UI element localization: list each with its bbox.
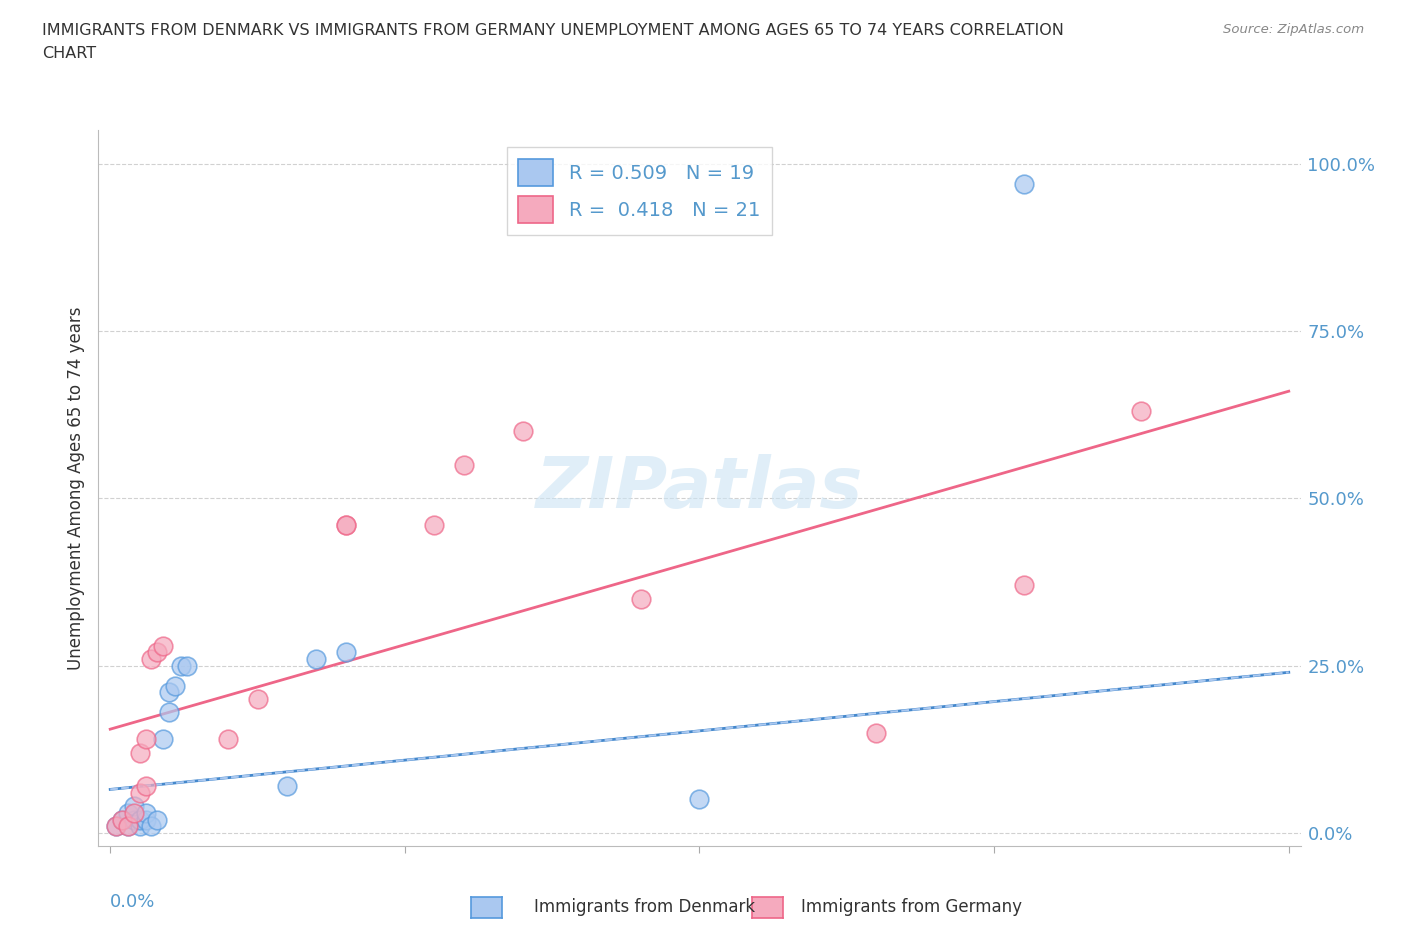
Point <box>128 745 150 760</box>
Point <box>111 812 134 827</box>
Point <box>135 812 157 827</box>
Point <box>335 518 357 533</box>
Point <box>135 732 157 747</box>
Point <box>152 638 174 653</box>
Legend: R = 0.509   N = 19, R =  0.418   N = 21: R = 0.509 N = 19, R = 0.418 N = 21 <box>506 147 772 235</box>
Text: IMMIGRANTS FROM DENMARK VS IMMIGRANTS FROM GERMANY UNEMPLOYMENT AMONG AGES 65 TO: IMMIGRANTS FROM DENMARK VS IMMIGRANTS FR… <box>42 23 1064 38</box>
Text: Source: ZipAtlas.com: Source: ZipAtlas.com <box>1223 23 1364 36</box>
Y-axis label: Unemployment Among Ages 65 to 74 years: Unemployment Among Ages 65 to 74 years <box>66 307 84 670</box>
Point <box>117 818 139 833</box>
Point <box>246 692 269 707</box>
Point <box>1012 177 1035 192</box>
Text: 0.0%: 0.0% <box>110 893 156 910</box>
Point <box>122 799 145 814</box>
Point <box>423 518 446 533</box>
Point <box>128 812 150 827</box>
Point <box>135 805 157 820</box>
Point <box>122 805 145 820</box>
Point <box>141 818 163 833</box>
Point <box>453 458 475 472</box>
Point <box>141 652 163 667</box>
Point <box>105 818 128 833</box>
Point <box>157 684 180 699</box>
Point <box>122 812 145 827</box>
Point <box>176 658 198 673</box>
Point <box>152 732 174 747</box>
Point <box>335 644 357 659</box>
Point <box>157 705 180 720</box>
Point <box>688 792 710 807</box>
Point <box>163 678 186 693</box>
Text: ZIPatlas: ZIPatlas <box>536 454 863 523</box>
Text: Immigrants from Germany: Immigrants from Germany <box>801 897 1022 916</box>
Point <box>1130 404 1153 418</box>
Point <box>1012 578 1035 592</box>
Point <box>276 778 298 793</box>
Point <box>135 778 157 793</box>
Point <box>146 644 169 659</box>
Point <box>111 812 134 827</box>
Point <box>630 591 652 606</box>
Point <box>117 805 139 820</box>
Point <box>128 785 150 800</box>
Text: Immigrants from Denmark: Immigrants from Denmark <box>534 897 755 916</box>
Point <box>105 818 128 833</box>
Point <box>128 818 150 833</box>
Point <box>217 732 239 747</box>
Point <box>335 518 357 533</box>
Point <box>865 725 887 740</box>
Point <box>305 652 328 667</box>
Point <box>117 818 139 833</box>
Point <box>146 812 169 827</box>
Point <box>170 658 193 673</box>
Point <box>512 424 534 439</box>
Text: CHART: CHART <box>42 46 96 61</box>
